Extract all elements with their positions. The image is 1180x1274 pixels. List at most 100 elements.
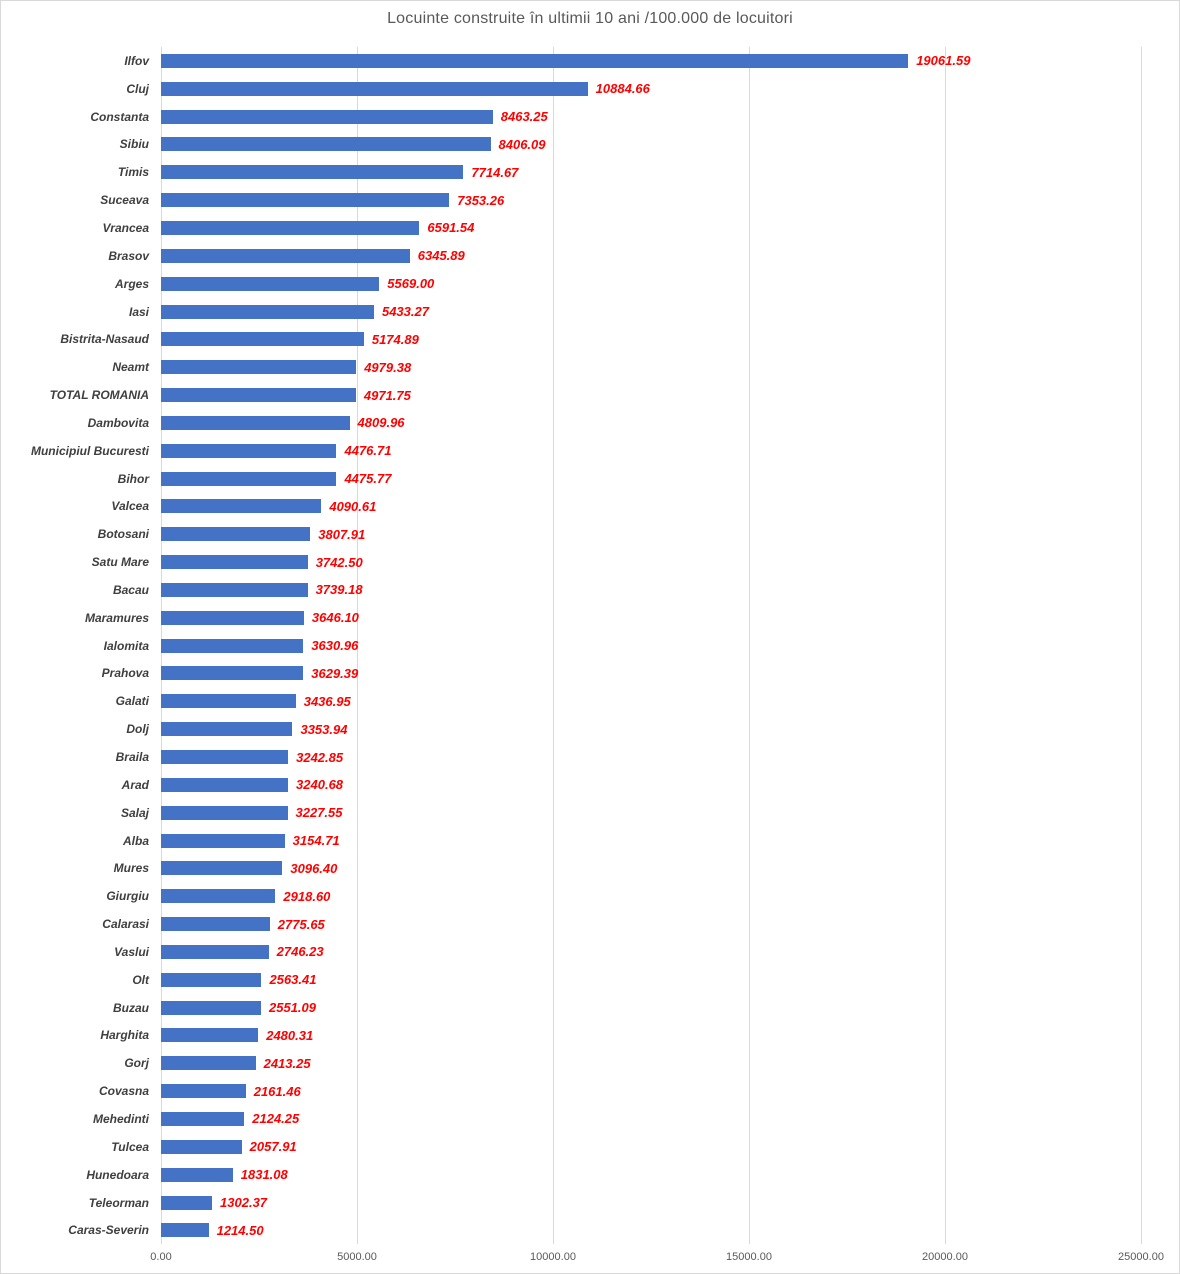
gridline: [749, 47, 750, 1244]
bar-row: 4809.96: [161, 409, 1141, 437]
bar-row: 3742.50: [161, 548, 1141, 576]
bar-value-label: 3242.85: [296, 749, 344, 765]
bar-value-label: 2918.60: [283, 888, 331, 904]
category-label: Timis: [117, 165, 149, 180]
bar-value-label: 5174.89: [371, 331, 419, 347]
bar: [161, 471, 337, 486]
x-tick-label: 25000.00: [1118, 1251, 1164, 1263]
category-label: Cluj: [126, 81, 149, 96]
bar: [161, 276, 380, 291]
bar-value-label: 7714.67: [471, 164, 519, 180]
category-label: Dolj: [126, 722, 149, 737]
bar: [161, 388, 356, 403]
bar: [161, 415, 350, 430]
bar-row: 5433.27: [161, 298, 1141, 326]
category-label: Sibiu: [119, 137, 149, 152]
category-label: Bihor: [117, 471, 149, 486]
bar: [161, 332, 364, 347]
category-label: Neamt: [112, 360, 149, 375]
plot-area: 19061.59 10884.66 8463.25 8406.09 7714.6…: [161, 47, 1142, 1244]
bar-row: 3154.71: [161, 827, 1141, 855]
value-axis: 0.00 5000.00 10000.00 15000.00 20000.00 …: [150, 1251, 1164, 1267]
bar-value-label: 3630.96: [311, 638, 359, 654]
bar: [161, 443, 337, 458]
bar: [161, 582, 308, 597]
bar-row: 5174.89: [161, 325, 1141, 353]
bar: [161, 889, 276, 904]
category-label: Harghita: [100, 1028, 149, 1043]
bar-row: 2124.25: [161, 1105, 1141, 1133]
category-label: Bacau: [112, 582, 149, 597]
bar-value-label: 3646.10: [311, 610, 359, 626]
category-label: Alba: [122, 833, 149, 848]
bar-row: 2775.65: [161, 910, 1141, 938]
gridline: [1141, 47, 1142, 1244]
category-label: Caras-Severin: [68, 1223, 149, 1238]
bar-row: 7353.26: [161, 186, 1141, 214]
bar-value-label: 2161.46: [253, 1083, 301, 1099]
gridline: [357, 47, 358, 1244]
category-label: Ialomita: [103, 638, 149, 653]
category-label: Vrancea: [102, 220, 149, 235]
bar-row: 2480.31: [161, 1022, 1141, 1050]
category-label: Gorj: [124, 1056, 149, 1071]
bar: [161, 777, 289, 792]
bar-value-label: 4809.96: [357, 415, 405, 431]
bar: [161, 694, 296, 709]
category-label: Galati: [115, 694, 149, 709]
category-label: Arges: [114, 276, 149, 291]
bar-value-label: 1214.50: [216, 1222, 264, 1238]
bar: [161, 861, 283, 876]
bar: [161, 193, 450, 208]
bar: [161, 666, 304, 681]
bar-row: 10884.66: [161, 75, 1141, 103]
bar: [161, 1223, 209, 1238]
bar-row: 8463.25: [161, 103, 1141, 131]
category-label: Braila: [115, 750, 149, 765]
bar-value-label: 2124.25: [252, 1111, 300, 1127]
bar-row: 2563.41: [161, 966, 1141, 994]
x-tick-label: 15000.00: [726, 1251, 772, 1263]
bar-value-label: 8406.09: [498, 136, 546, 152]
bar-row: 2918.60: [161, 882, 1141, 910]
category-label: Vaslui: [114, 944, 149, 959]
category-label: Prahova: [101, 666, 149, 681]
bar-value-label: 4475.77: [344, 471, 392, 487]
category-label: Bistrita-Nasaud: [60, 332, 149, 347]
x-tick-label: 10000.00: [530, 1251, 576, 1263]
bar: [161, 638, 304, 653]
bar: [161, 1028, 259, 1043]
category-label: Maramures: [84, 610, 149, 625]
category-label: Brasov: [108, 248, 149, 263]
bar: [161, 972, 262, 987]
bar-row: 19061.59: [161, 47, 1141, 75]
bar-row: 6345.89: [161, 242, 1141, 270]
bar-value-label: 19061.59: [916, 53, 971, 69]
bar-value-label: 2746.23: [276, 944, 324, 960]
bar-value-label: 4979.38: [364, 359, 412, 375]
bar-row: 2161.46: [161, 1077, 1141, 1105]
bar-row: 2746.23: [161, 938, 1141, 966]
bar-row: 3240.68: [161, 771, 1141, 799]
bar-row: 3242.85: [161, 743, 1141, 771]
bar-value-label: 4476.71: [344, 443, 392, 459]
bar: [161, 220, 420, 235]
category-label: Mures: [113, 861, 149, 876]
bar-row: 3436.95: [161, 687, 1141, 715]
bar-row: 3353.94: [161, 715, 1141, 743]
bar-value-label: 2057.91: [249, 1139, 297, 1155]
category-label: Botosani: [97, 527, 149, 542]
bar-value-label: 3227.55: [295, 805, 343, 821]
bar-row: 4971.75: [161, 381, 1141, 409]
category-label: Valcea: [111, 499, 149, 514]
bar: [161, 1084, 246, 1099]
bar-row: 4475.77: [161, 465, 1141, 493]
bar-value-label: 7353.26: [457, 192, 505, 208]
bar: [161, 527, 311, 542]
category-label: Mehedinti: [93, 1111, 149, 1126]
bar: [161, 555, 308, 570]
bar-value-label: 3240.68: [296, 777, 344, 793]
bar-value-label: 3739.18: [315, 582, 363, 598]
bar-value-label: 3742.50: [315, 554, 363, 570]
bar: [161, 917, 270, 932]
